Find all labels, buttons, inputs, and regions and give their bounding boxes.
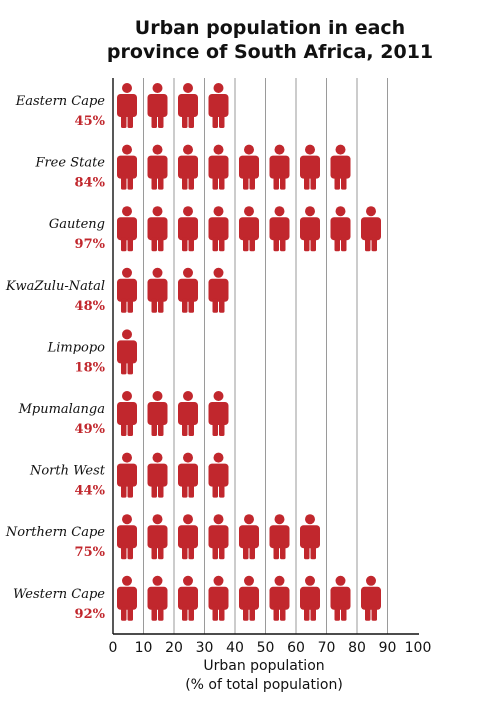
category-labels: Eastern Cape 45% Free State 84% Gauteng 97% Kw…: [5, 94, 106, 622]
person-icon: [208, 83, 229, 128]
x-axis-ticks: 0 10 20 30 40 50 60 70 80 90 100: [109, 640, 432, 656]
person-icon: [178, 144, 198, 190]
x-tick-label-70: 70: [318, 640, 336, 656]
person-icon: [147, 575, 168, 621]
x-tick-label-20: 20: [165, 640, 183, 656]
person-icon: [269, 206, 290, 252]
person-icon: [269, 575, 290, 621]
value-label: 45%: [75, 114, 106, 129]
person-icon: [239, 206, 259, 252]
person-icon-partial: [391, 575, 396, 621]
value-label: 18%: [75, 360, 106, 375]
category-label: Western Cape: [13, 587, 105, 602]
category-label: Gauteng: [49, 217, 105, 232]
chart-title-line-2: province of South Africa, 2011: [107, 41, 433, 63]
person-icon: [178, 391, 198, 436]
person-icon: [147, 83, 168, 128]
person-icon: [330, 144, 351, 190]
person-icon: [208, 514, 229, 560]
person-icon: [178, 575, 198, 621]
chart-title-line-1: Urban population in each: [135, 17, 405, 39]
person-icon: [269, 144, 290, 190]
person-icon: [147, 144, 168, 190]
person-icon: [239, 575, 259, 621]
person-icon: [300, 575, 320, 621]
category-label: Mpumalanga: [18, 402, 105, 417]
person-icon: [208, 144, 229, 190]
person-icon: [178, 267, 198, 313]
person-icon: [208, 206, 229, 252]
person-icon-partial: [239, 452, 247, 498]
person-icon: [178, 83, 198, 128]
category-label: Eastern Cape: [15, 94, 106, 109]
person-icon: [239, 514, 259, 560]
person-icon: [117, 144, 137, 190]
x-tick-label-90: 90: [379, 640, 397, 656]
person-icon: [147, 267, 168, 313]
value-label: 84%: [75, 176, 106, 191]
person-icon: [117, 514, 137, 560]
category-label: North West: [29, 464, 106, 479]
x-axis-title-line-1: Urban population: [203, 658, 324, 674]
x-axis-title-line-2: (% of total population): [185, 677, 343, 693]
person-icon-partial: [391, 206, 406, 252]
category-label: KwaZulu-Natal: [5, 279, 105, 294]
person-icon: [117, 206, 137, 252]
person-icon: [147, 452, 168, 498]
plot-area: [117, 83, 406, 621]
value-label: 44%: [75, 484, 106, 499]
person-icon: [269, 514, 290, 560]
person-icon: [178, 206, 198, 252]
x-tick-label-40: 40: [226, 640, 244, 656]
person-icon: [208, 575, 229, 621]
person-icon: [117, 83, 137, 128]
x-tick-label-10: 10: [135, 640, 153, 656]
person-icon-partial: [239, 267, 255, 313]
person-icon: [178, 452, 198, 498]
category-label: Northern Cape: [5, 525, 105, 540]
person-icon: [300, 514, 320, 560]
person-icon: [300, 206, 320, 252]
person-icon: [117, 452, 137, 498]
person-icon-partial: [239, 391, 257, 436]
person-icon-partial: [147, 329, 164, 375]
person-icon: [208, 452, 229, 498]
person-icon: [117, 267, 137, 313]
person-icon: [208, 391, 229, 436]
person-icon: [300, 144, 320, 190]
gridlines: [143, 78, 388, 634]
person-icon: [330, 575, 351, 621]
person-icon: [330, 206, 351, 252]
x-tick-label-100: 100: [405, 640, 432, 656]
x-tick-label-50: 50: [257, 640, 275, 656]
person-icon: [361, 575, 381, 621]
x-tick-label-60: 60: [287, 640, 305, 656]
x-tick-label-30: 30: [196, 640, 214, 656]
person-icon: [178, 514, 198, 560]
person-icon: [147, 391, 168, 436]
person-icon-partial: [330, 514, 341, 560]
value-label: 48%: [75, 299, 106, 314]
person-icon: [117, 329, 137, 375]
person-icon: [361, 206, 381, 252]
value-label: 49%: [75, 422, 106, 437]
person-icon-partial: [361, 144, 369, 190]
value-label: 97%: [75, 237, 106, 252]
person-icon: [117, 391, 137, 436]
x-tick-label-80: 80: [348, 640, 366, 656]
value-label: 92%: [75, 607, 106, 622]
person-icon: [117, 575, 137, 621]
person-icon: [239, 144, 259, 190]
person-icon: [208, 267, 229, 313]
category-label: Limpopo: [47, 340, 106, 355]
person-icon: [147, 206, 168, 252]
value-label: 75%: [75, 545, 106, 560]
person-icon-partial: [239, 83, 249, 128]
x-tick-label-0: 0: [109, 640, 118, 656]
category-label: Free State: [34, 156, 105, 171]
person-icon: [147, 514, 168, 560]
